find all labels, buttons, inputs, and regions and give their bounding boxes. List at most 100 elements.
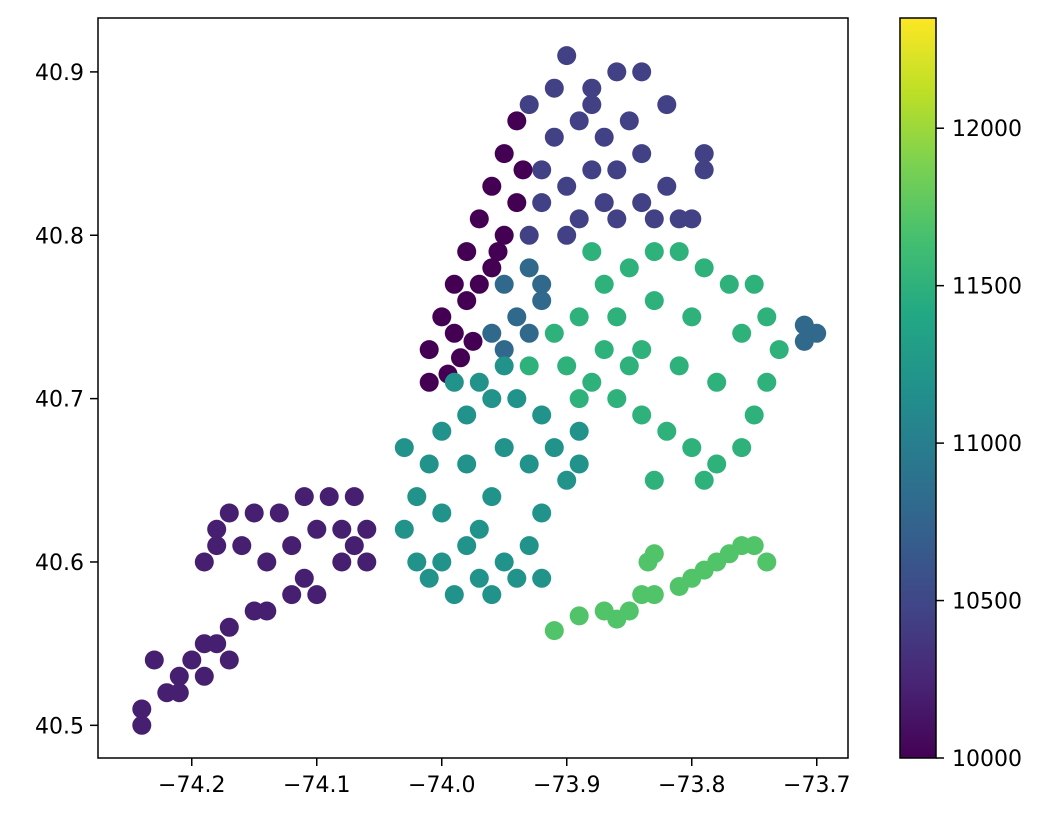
data-point-1-0 bbox=[557, 46, 577, 66]
data-point-0-5 bbox=[444, 274, 464, 294]
x-tick-label: −73.9 bbox=[533, 773, 600, 798]
data-point-3-10 bbox=[532, 274, 552, 294]
data-point-2-23 bbox=[194, 552, 214, 572]
data-point-2-29 bbox=[169, 683, 189, 703]
data-point-5-11 bbox=[769, 340, 789, 360]
colorbar-tick-label: 11500 bbox=[952, 275, 1022, 300]
data-point-1-18 bbox=[594, 193, 614, 213]
data-point-3-2 bbox=[532, 291, 552, 311]
data-point-2-13 bbox=[332, 552, 352, 572]
data-point-4-12 bbox=[494, 552, 514, 572]
data-point-5-31 bbox=[732, 323, 752, 343]
data-point-2-34 bbox=[357, 519, 377, 539]
data-point-5-5 bbox=[644, 242, 664, 262]
y-tick-label: 40.8 bbox=[35, 224, 84, 249]
data-point-4-24 bbox=[532, 568, 552, 588]
data-point-5-10 bbox=[757, 307, 777, 327]
data-point-2-22 bbox=[207, 519, 227, 539]
data-point-4-2 bbox=[419, 454, 439, 474]
data-point-2-0 bbox=[132, 699, 152, 719]
data-point-3-4 bbox=[482, 323, 502, 343]
data-point-2-32 bbox=[344, 487, 364, 507]
data-point-6-15 bbox=[569, 606, 589, 626]
data-point-2-9 bbox=[257, 601, 277, 621]
data-point-4-3 bbox=[432, 421, 452, 441]
data-point-4-16 bbox=[407, 552, 427, 572]
data-point-1-19 bbox=[569, 209, 589, 229]
data-point-2-26 bbox=[257, 552, 277, 572]
data-point-4-6 bbox=[507, 389, 527, 409]
data-point-0-15 bbox=[463, 331, 483, 351]
colorbar-tick-label: 10500 bbox=[952, 590, 1022, 615]
x-axis: −74.2 −74.1 −74.0 −73.9 −73.8 −73.7 bbox=[158, 758, 850, 798]
data-point-0-9 bbox=[444, 323, 464, 343]
data-point-4-22 bbox=[507, 568, 527, 588]
data-point-5-4 bbox=[619, 258, 639, 278]
data-point-2-3 bbox=[169, 666, 189, 686]
data-point-1-23 bbox=[607, 209, 627, 229]
x-tick-label: −74.2 bbox=[158, 773, 225, 798]
data-point-5-3 bbox=[594, 274, 614, 294]
data-point-5-34 bbox=[619, 356, 639, 376]
data-point-2-10 bbox=[282, 585, 302, 605]
data-point-6-16 bbox=[544, 621, 564, 641]
data-point-2-20 bbox=[244, 503, 264, 523]
data-point-1-8 bbox=[569, 111, 589, 131]
data-point-1-29 bbox=[519, 95, 539, 115]
data-point-0-18 bbox=[469, 274, 489, 294]
data-point-5-2 bbox=[569, 307, 589, 327]
data-point-0-4 bbox=[457, 242, 477, 262]
y-tick-label: 40.6 bbox=[35, 551, 84, 576]
data-point-5-1 bbox=[544, 323, 564, 343]
data-point-4-26 bbox=[432, 503, 452, 523]
data-point-2-28 bbox=[144, 650, 164, 670]
data-point-2-25 bbox=[232, 536, 252, 556]
data-point-0-8 bbox=[419, 372, 439, 392]
data-point-5-0 bbox=[519, 356, 539, 376]
data-point-5-29 bbox=[569, 389, 589, 409]
data-point-2-14 bbox=[344, 536, 364, 556]
data-point-5-6 bbox=[669, 242, 689, 262]
data-point-4-20 bbox=[494, 438, 514, 458]
data-point-1-6 bbox=[619, 111, 639, 131]
data-point-4-33 bbox=[394, 438, 414, 458]
data-point-1-7 bbox=[594, 127, 614, 147]
data-point-4-9 bbox=[557, 470, 577, 490]
data-point-2-24 bbox=[207, 536, 227, 556]
data-point-4-11 bbox=[519, 536, 539, 556]
data-point-0-13 bbox=[507, 193, 527, 213]
data-point-2-15 bbox=[357, 552, 377, 572]
data-point-2-4 bbox=[182, 650, 202, 670]
data-point-5-21 bbox=[557, 356, 577, 376]
data-point-5-9 bbox=[744, 274, 764, 294]
x-tick-label: −74.1 bbox=[283, 773, 350, 798]
plot-frame bbox=[97, 17, 849, 759]
data-point-1-14 bbox=[632, 144, 652, 164]
data-point-5-27 bbox=[644, 291, 664, 311]
data-point-5-14 bbox=[732, 438, 752, 458]
colorbar bbox=[899, 17, 937, 759]
data-point-4-8 bbox=[544, 438, 564, 458]
data-point-4-21 bbox=[519, 454, 539, 474]
data-point-1-20 bbox=[532, 193, 552, 213]
data-point-2-31 bbox=[219, 650, 239, 670]
data-point-4-32 bbox=[494, 356, 514, 376]
data-point-1-2 bbox=[582, 78, 602, 98]
data-point-2-18 bbox=[294, 487, 314, 507]
data-points bbox=[132, 46, 827, 735]
y-tick-label: 40.5 bbox=[35, 714, 84, 739]
data-point-0-2 bbox=[482, 176, 502, 196]
data-point-5-18 bbox=[632, 405, 652, 425]
data-point-3-1 bbox=[519, 258, 539, 278]
data-point-5-8 bbox=[719, 274, 739, 294]
x-tick-label: −73.8 bbox=[658, 773, 725, 798]
data-point-4-15 bbox=[419, 568, 439, 588]
data-point-1-15 bbox=[657, 176, 677, 196]
data-point-4-23 bbox=[482, 585, 502, 605]
data-point-6-14 bbox=[638, 552, 658, 572]
data-point-3-5 bbox=[494, 340, 514, 360]
data-point-2-17 bbox=[319, 487, 339, 507]
data-point-1-1 bbox=[544, 78, 564, 98]
colorbar-tick-label: 11000 bbox=[952, 432, 1022, 457]
